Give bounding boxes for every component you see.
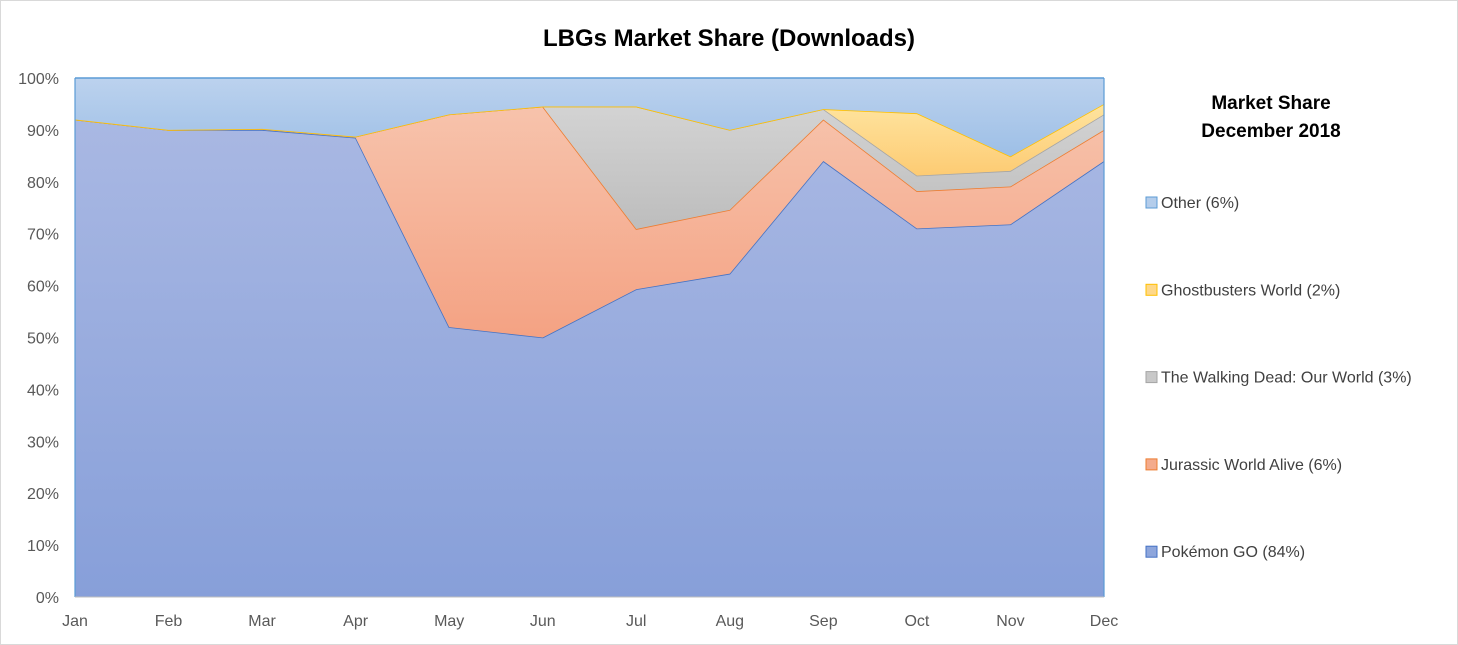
- x-tick-label: Jan: [62, 613, 88, 630]
- area-other: [75, 78, 1104, 157]
- y-tick-label: 60%: [27, 279, 59, 296]
- legend-label: Pokémon GO (84%): [1161, 544, 1305, 561]
- legend-label: Other (6%): [1161, 195, 1239, 212]
- y-tick-label: 10%: [27, 538, 59, 555]
- legend-item-pok-mon-go: Pokémon GO (84%): [1145, 544, 1305, 561]
- y-tick-label: 80%: [27, 175, 59, 192]
- legend-label: The Walking Dead: Our World (3%): [1161, 370, 1412, 387]
- x-tick-label: Aug: [716, 613, 744, 630]
- x-tick-label: Apr: [343, 613, 369, 630]
- y-tick-label: 90%: [27, 123, 59, 140]
- legend-item-the-walking-dead-our-world: The Walking Dead: Our World (3%): [1145, 370, 1412, 387]
- x-tick-label: May: [434, 613, 464, 630]
- legend-swatch: [1145, 458, 1158, 471]
- area-series-group: [74, 77, 1105, 598]
- x-tick-label: Mar: [248, 613, 276, 630]
- y-tick-label: 30%: [27, 434, 59, 451]
- x-tick-label: Feb: [155, 613, 183, 630]
- area-pok-mon-go: [75, 119, 1104, 598]
- x-tick-label: Nov: [996, 613, 1024, 630]
- axes-group: 0% 10% 20% 30% 40% 50% 60% 70% 80% 90% 100% Jan Feb M…: [18, 71, 1118, 630]
- x-tick-label: Dec: [1090, 613, 1118, 630]
- x-tick-label: Jul: [626, 613, 646, 630]
- chart-title: LBGs Market Share (Downloads): [543, 25, 915, 52]
- legend-item-other: Other (6%): [1145, 195, 1239, 212]
- legend-swatch: [1145, 545, 1158, 558]
- y-tick-label: 70%: [27, 227, 59, 244]
- legend-swatch: [1145, 196, 1158, 209]
- y-tick-label: 40%: [27, 382, 59, 399]
- legend-item-jurassic-world-alive: Jurassic World Alive (6%): [1145, 457, 1342, 474]
- x-tick-label: Jun: [530, 613, 556, 630]
- legend-label: Ghostbusters World (2%): [1161, 282, 1340, 299]
- y-tick-label: 50%: [27, 331, 59, 348]
- x-tick-label: Oct: [904, 613, 929, 630]
- area-ghostbusters-world: [75, 103, 1104, 176]
- legend-swatch: [1145, 371, 1158, 384]
- legend-swatch: [1145, 283, 1158, 296]
- x-tick-label: Sep: [809, 613, 838, 630]
- y-tick-label: 0%: [36, 590, 59, 607]
- legend-item-ghostbusters-world: Ghostbusters World (2%): [1145, 282, 1340, 299]
- y-tick-label: 20%: [27, 486, 59, 503]
- legend-title: December 2018: [1201, 121, 1340, 142]
- y-tick-label: 100%: [18, 71, 59, 88]
- legend-label: Jurassic World Alive (6%): [1161, 457, 1342, 474]
- legend: Market Share December 2018 Other (6%) Ghost…: [1145, 93, 1412, 561]
- area-the-walking-dead-our-world: [75, 106, 1104, 230]
- legend-title: Market Share: [1211, 93, 1330, 114]
- area-jurassic-world-alive: [75, 106, 1104, 338]
- series-other: [75, 77, 1104, 157]
